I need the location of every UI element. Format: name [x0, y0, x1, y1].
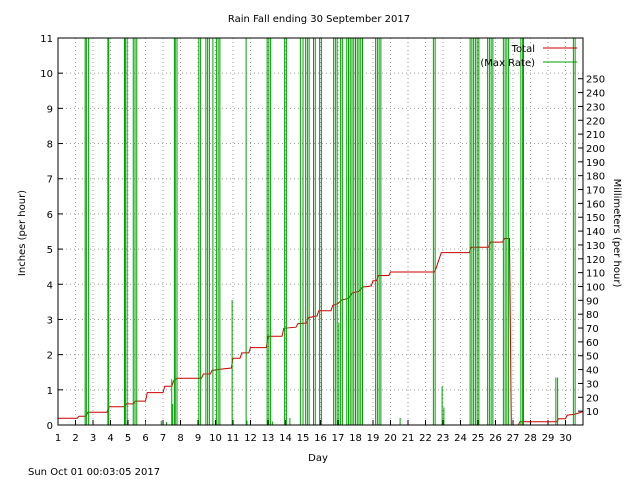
- x-tick-label-21: 22: [419, 433, 432, 444]
- y-right-tick-label-15: 160: [586, 199, 605, 210]
- y-left-tick-label-2: 2: [47, 351, 53, 362]
- x-tick-label-4: 5: [125, 433, 131, 444]
- y-right-tick-label-20: 210: [586, 130, 605, 141]
- y-right-tick-label-22: 230: [586, 102, 605, 113]
- x-tick-label-12: 13: [262, 433, 275, 444]
- x-tick-label-7: 8: [177, 433, 183, 444]
- x-tick-label-1: 2: [72, 433, 78, 444]
- y-right-tick-label-9: 100: [586, 282, 605, 293]
- y-right-tick-label-7: 80: [586, 310, 599, 321]
- y-left-tick-label-7: 7: [47, 175, 53, 186]
- y-right-tick-label-5: 60: [586, 338, 599, 349]
- x-tick-label-14: 15: [297, 433, 310, 444]
- series-layer: [58, 38, 584, 426]
- x-axis-label: Day: [308, 453, 328, 464]
- y-left-tick-label-1: 1: [47, 386, 53, 397]
- x-tick-label-19: 20: [384, 433, 397, 444]
- y-right-tick-label-1: 20: [586, 393, 599, 404]
- y-left-tick-label-9: 9: [47, 104, 53, 115]
- y-right-tick-label-16: 170: [586, 186, 605, 197]
- x-ticks: 1 2 3 4 5 6 7 8 9 10 11 12 13 14 15 16 17 18 19 20 21 22 23 24 2…: [55, 420, 572, 444]
- y-right-tick-label-10: 110: [586, 269, 605, 280]
- y-right-tick-label-13: 140: [586, 227, 605, 238]
- y-axis-label-left: Inches (per hour): [17, 190, 28, 276]
- x-tick-label-9: 10: [209, 433, 222, 444]
- legend-label-0: Total: [511, 44, 535, 55]
- chart-title: Rain Fall ending 30 September 2017: [228, 14, 410, 25]
- y-left-tick-label-11: 11: [40, 34, 53, 45]
- x-tick-label-25: 26: [489, 433, 502, 444]
- x-tick-label-29: 30: [559, 433, 572, 444]
- y-left-tick-label-6: 6: [47, 210, 53, 221]
- x-tick-label-15: 16: [314, 433, 327, 444]
- y-right-tick-label-12: 130: [586, 241, 605, 252]
- y-ticks-right: 10 20 30 40 50 60 70 80 90 100 110 120 130 140 150 160 1…: [578, 75, 605, 418]
- y-right-tick-label-8: 90: [586, 296, 599, 307]
- x-tick-label-11: 12: [244, 433, 257, 444]
- y-right-tick-label-21: 220: [586, 116, 605, 127]
- y-right-tick-label-24: 250: [586, 75, 605, 86]
- grid: [57, 37, 583, 426]
- x-tick-label-13: 14: [279, 433, 292, 444]
- y-right-tick-label-0: 10: [586, 407, 599, 418]
- x-tick-label-16: 17: [332, 433, 345, 444]
- y-right-tick-label-19: 200: [586, 144, 605, 155]
- x-tick-label-17: 18: [349, 433, 362, 444]
- y-left-tick-label-5: 5: [47, 245, 53, 256]
- y-left-tick-label-10: 10: [40, 69, 53, 80]
- plot-frame: [57, 37, 584, 426]
- x-tick-label-3: 4: [107, 433, 113, 444]
- series-max-rate: [84, 38, 576, 425]
- x-tick-label-2: 3: [90, 433, 96, 444]
- x-tick-label-24: 25: [472, 433, 485, 444]
- y-left-tick-label-3: 3: [47, 315, 53, 326]
- legend: Total (Max Rate): [480, 44, 577, 69]
- x-tick-label-22: 23: [437, 433, 450, 444]
- y-ticks-left: 0 1 2 3 4 5 6 7 8 9 10 11: [40, 34, 63, 432]
- y-right-tick-label-6: 70: [586, 324, 599, 335]
- x-tick-label-0: 1: [55, 433, 61, 444]
- x-tick-label-26: 27: [507, 433, 520, 444]
- y-right-tick-label-18: 190: [586, 158, 605, 169]
- x-tick-label-5: 6: [142, 433, 148, 444]
- x-tick-label-27: 28: [524, 433, 537, 444]
- y-left-tick-label-0: 0: [47, 421, 53, 432]
- legend-label-1: (Max Rate): [480, 58, 535, 69]
- x-tick-label-28: 29: [542, 433, 555, 444]
- y-right-tick-label-3: 40: [586, 366, 599, 377]
- y-right-tick-label-14: 150: [586, 213, 605, 224]
- y-right-tick-label-11: 120: [586, 255, 605, 266]
- x-tick-label-6: 7: [160, 433, 166, 444]
- y-right-tick-label-23: 240: [586, 89, 605, 100]
- y-left-tick-label-8: 8: [47, 140, 53, 151]
- y-left-tick-label-4: 4: [47, 280, 53, 291]
- x-tick-label-10: 11: [227, 433, 240, 444]
- x-tick-label-23: 24: [454, 433, 467, 444]
- generated-timestamp: Sun Oct 01 00:03:05 2017: [28, 467, 160, 478]
- y-right-tick-label-2: 30: [586, 379, 599, 390]
- y-right-tick-label-17: 180: [586, 172, 605, 183]
- y-axis-label-right: Millimeters (per hour): [611, 179, 622, 288]
- x-tick-label-20: 21: [402, 433, 415, 444]
- x-tick-label-18: 19: [367, 433, 380, 444]
- x-tick-label-8: 9: [195, 433, 201, 444]
- y-right-tick-label-4: 50: [586, 352, 599, 363]
